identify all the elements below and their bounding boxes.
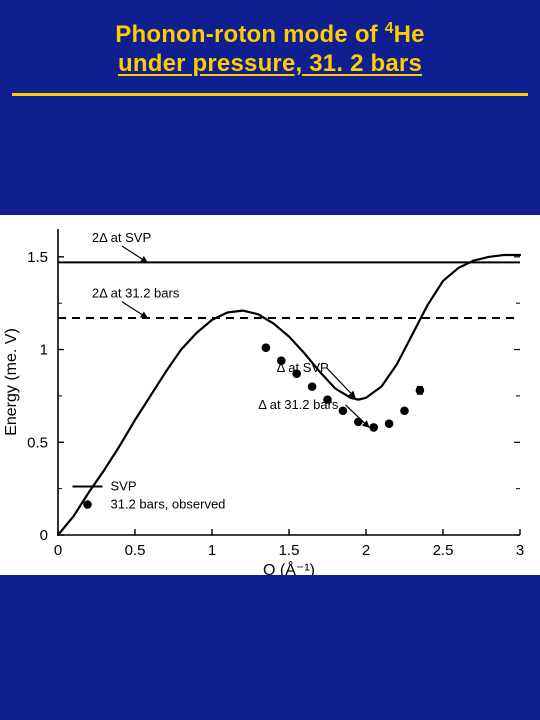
delta-p-label: Δ at 31.2 bars <box>258 397 339 412</box>
legend-item: SVP <box>111 478 137 493</box>
title-line2: under pressure, 31. 2 bars <box>118 50 422 77</box>
slide: Phonon-roton mode of 4He under pressure,… <box>0 0 540 720</box>
data-point <box>308 382 317 391</box>
xtick-label: 2.5 <box>433 542 454 559</box>
dispersion-chart: 00.511.522.5300.511.5Q (Å⁻¹)Energy (me. … <box>0 215 540 575</box>
title-rule <box>12 93 528 96</box>
xtick-label: 2 <box>362 542 370 559</box>
two-delta-svp-label: 2Δ at SVP <box>92 230 151 245</box>
xtick-label: 0 <box>54 542 62 559</box>
xtick-label: 1.5 <box>279 542 300 559</box>
xtick-label: 0.5 <box>125 542 146 559</box>
ytick-label: 1 <box>40 342 48 359</box>
delta-svp-label: Δ at SVP <box>277 360 329 375</box>
x-axis-label: Q (Å⁻¹) <box>263 560 315 575</box>
data-point <box>339 406 348 415</box>
xtick-label: 1 <box>208 542 216 559</box>
title-text: Phonon-roton mode of 4He under pressure,… <box>0 20 540 79</box>
title-line1-post: He <box>394 21 425 48</box>
data-point <box>400 406 409 415</box>
data-point <box>369 423 378 432</box>
two-delta-p-label: 2Δ at 31.2 bars <box>92 286 180 301</box>
title-block: Phonon-roton mode of 4He under pressure,… <box>0 0 540 85</box>
data-point <box>354 418 363 427</box>
title-sup: 4 <box>385 20 394 37</box>
legend-item: 31.2 bars, observed <box>111 496 226 511</box>
xtick-label: 3 <box>516 542 524 559</box>
chart-panel: 00.511.522.5300.511.5Q (Å⁻¹)Energy (me. … <box>0 215 540 575</box>
ytick-label: 1.5 <box>27 249 48 266</box>
ytick-label: 0 <box>40 527 48 544</box>
data-point <box>262 343 271 352</box>
title-line1-pre: Phonon-roton mode of <box>115 21 384 48</box>
ytick-label: 0.5 <box>27 434 48 451</box>
y-axis-label: Energy (me. V) <box>3 328 20 436</box>
data-point <box>385 419 394 428</box>
